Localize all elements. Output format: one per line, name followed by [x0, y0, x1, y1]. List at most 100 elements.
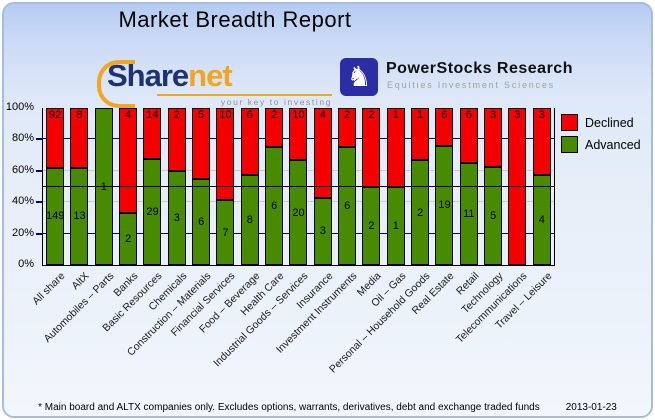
declined-count-label: 4 [125, 109, 132, 121]
footer-date: 2013-01-23 [565, 402, 617, 413]
bar-segment-declined [46, 108, 65, 168]
advanced-count-label: 6 [271, 200, 278, 213]
legend-item-declined: Declined [561, 114, 641, 131]
bar-segment-advanced [459, 163, 478, 265]
bar-segment-declined [411, 108, 430, 161]
advanced-swatch-icon [561, 136, 578, 153]
bar-segment-declined [532, 108, 551, 176]
declined-count-label: 10 [292, 109, 305, 121]
bar-Travel – Leisure: 34 [530, 108, 554, 265]
chess-knight-icon: ♞ [340, 58, 378, 96]
legend: Declined Advanced [561, 114, 641, 158]
bar-segment-advanced [46, 167, 65, 265]
sharenet-swoosh-icon [97, 60, 135, 108]
bar-segment-declined [459, 108, 478, 164]
bar-segment-advanced [240, 175, 259, 265]
bar-Oil – Gas: 11 [384, 108, 408, 265]
y-tick-mark [36, 138, 42, 141]
bar-segment-declined [167, 108, 186, 171]
declined-count-label: 1 [392, 109, 399, 121]
bar-segment-advanced [265, 147, 284, 265]
advanced-count-label: 11 [463, 208, 475, 221]
declined-count-label: 92 [49, 109, 62, 121]
y-tick-label: 0% [18, 258, 34, 270]
bar-segment-declined [313, 108, 332, 198]
legend-label-declined: Declined [585, 115, 634, 130]
declined-count-label: 3 [514, 109, 521, 121]
powerstocks-tagline: Equities Investment Sciences [387, 80, 555, 90]
advanced-count-label: 149 [45, 210, 65, 223]
declined-count-label: 8 [76, 109, 83, 121]
bar-AltX: 8 13 [67, 108, 91, 265]
advanced-count-label: 2 [417, 206, 424, 219]
advanced-count-label: 1 [392, 219, 399, 232]
bar-segment-advanced [386, 186, 405, 265]
declined-count-label: 2 [271, 109, 278, 121]
advanced-count-label: 5 [490, 209, 497, 222]
bar-Automobiles – Parts: 1 [92, 108, 116, 265]
bar-segment-declined [192, 108, 211, 180]
bar-segment-advanced [216, 200, 235, 265]
report-title: Market Breadth Report [118, 7, 352, 32]
bar-segment-advanced [70, 167, 89, 265]
advanced-count-label: 20 [292, 206, 305, 219]
y-tick-mark [36, 201, 42, 204]
sharenet-wordmark: Sharenet [107, 58, 233, 94]
bar-segment-advanced [289, 160, 308, 265]
footer: * Main board and ALTX companies only. Ex… [0, 402, 655, 413]
advanced-count-label: 13 [73, 210, 86, 223]
bar-segment-advanced [435, 145, 454, 265]
bar-segment-advanced [532, 175, 551, 265]
declined-count-label: 6 [246, 109, 253, 121]
legend-item-advanced: Advanced [561, 136, 641, 153]
legend-label-advanced: Advanced [585, 137, 641, 152]
bar-segment-advanced [484, 166, 503, 265]
bar-segment-declined [119, 108, 138, 213]
advanced-count-label: 2 [368, 219, 375, 232]
bar-segment-declined [70, 108, 89, 168]
declined-count-label: 6 [441, 109, 448, 121]
advanced-count-label: 1 [100, 180, 107, 193]
advanced-count-label: 2 [125, 232, 132, 245]
bar-segment-declined [484, 108, 503, 167]
advanced-count-label: 8 [246, 214, 253, 227]
bar-segment-declined [143, 108, 162, 160]
y-tick-label: 40% [11, 195, 34, 208]
declined-count-label: 1 [417, 109, 424, 121]
bar-segment-advanced [167, 170, 186, 265]
powerstocks-name: PowerStocks Research [386, 60, 573, 77]
plot-area: 92 149 8 13 1 4 2 14 29 2 3 5 6 10 7 6 8 2 6 10 20 4 3 2 6 2 2 1 1 1 2… [42, 108, 555, 266]
bar-Personal – Household Goods: 12 [408, 108, 432, 265]
bar-Telecommunications: 3 [505, 108, 529, 265]
bar-All share: 92 149 [43, 108, 67, 265]
bar-segment-advanced [338, 147, 357, 265]
advanced-count-label: 3 [319, 225, 326, 238]
advanced-count-label: 6 [344, 200, 351, 213]
declined-count-label: 6 [465, 109, 472, 121]
bar-segment-advanced [313, 197, 332, 265]
bar-segment-advanced [362, 186, 381, 265]
y-tick-label: 80% [11, 132, 34, 145]
bar-segment-advanced [94, 108, 113, 265]
advanced-count-label: 3 [173, 211, 180, 224]
bar-segment-declined [265, 108, 284, 148]
gridline-50 [43, 185, 554, 187]
bar-Food – Beverage: 68 [238, 108, 262, 265]
sharenet-tagline: your key to investing [157, 94, 332, 107]
advanced-count-label: 4 [538, 214, 545, 227]
y-tick-mark [36, 169, 42, 172]
advanced-count-label: 19 [438, 199, 451, 212]
bar-Retail: 6 11 [457, 108, 481, 265]
bar-Health Care: 26 [262, 108, 286, 265]
bar-segment-advanced [119, 212, 138, 265]
y-tick-label: 60% [11, 163, 34, 176]
declined-count-label: 2 [173, 109, 180, 121]
bar-Investment Instruments: 26 [335, 108, 359, 265]
bar-Financial Services: 10 7 [213, 108, 237, 265]
sharenet-logo: Sharenet your key to investing [97, 58, 332, 108]
declined-swatch-icon [561, 114, 578, 131]
declined-count-label: 3 [538, 109, 545, 121]
declined-count-label: 10 [219, 109, 232, 121]
